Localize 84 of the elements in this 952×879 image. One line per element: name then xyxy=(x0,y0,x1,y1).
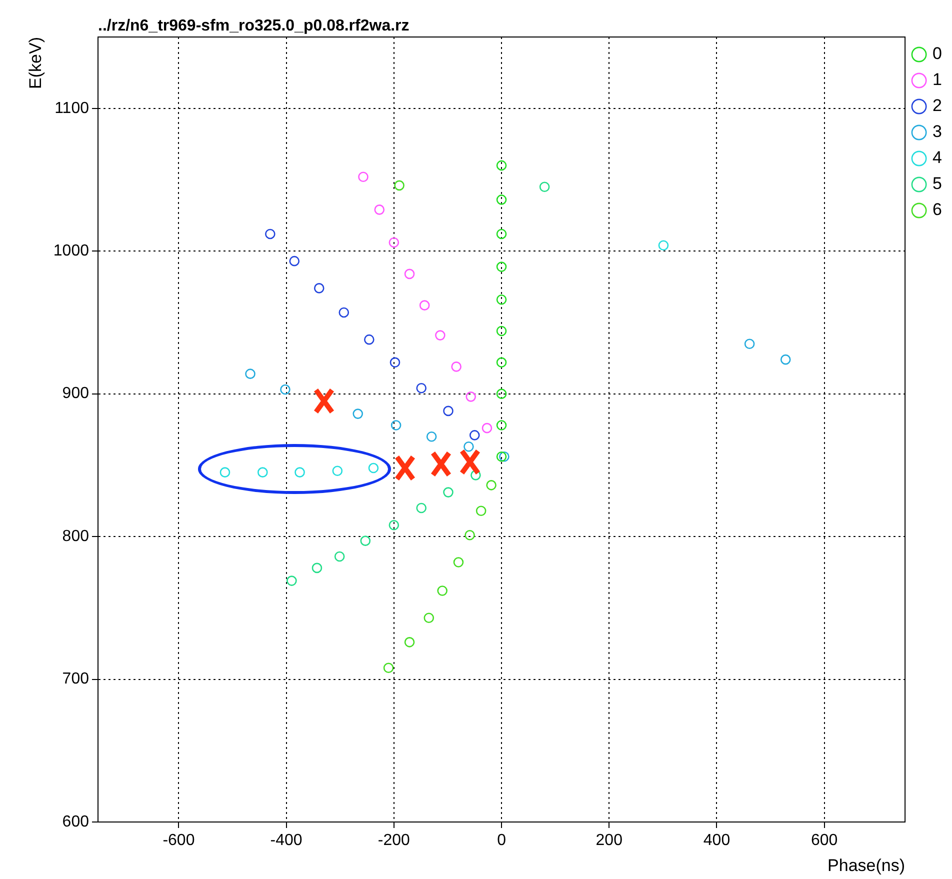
x-tick-label: -200 xyxy=(378,832,410,850)
point xyxy=(419,300,430,310)
point xyxy=(416,502,427,514)
point xyxy=(486,480,496,490)
point xyxy=(482,422,492,434)
point xyxy=(744,338,755,350)
legend-label: 6 xyxy=(932,200,942,220)
point xyxy=(294,467,305,478)
point xyxy=(539,182,550,192)
point xyxy=(368,462,379,474)
point xyxy=(352,408,364,419)
point xyxy=(426,431,437,442)
point xyxy=(496,294,507,305)
point xyxy=(496,228,507,240)
point xyxy=(466,392,476,402)
legend-label: 1 xyxy=(932,70,942,90)
point xyxy=(280,384,290,395)
y-tick-label: 800 xyxy=(62,528,90,545)
point xyxy=(496,420,507,430)
point xyxy=(435,330,446,340)
point xyxy=(388,520,400,530)
point xyxy=(358,172,368,182)
point xyxy=(332,466,343,476)
point xyxy=(496,388,507,399)
point xyxy=(404,268,415,280)
point xyxy=(424,612,434,624)
y-tick-label: 900 xyxy=(62,385,90,402)
x-tick-label: -600 xyxy=(162,832,195,850)
point xyxy=(374,204,385,215)
legend-label: 0 xyxy=(932,44,942,64)
point xyxy=(388,237,400,248)
point xyxy=(314,283,324,294)
point xyxy=(443,406,454,416)
x-tick-label: 0 xyxy=(497,832,506,850)
point xyxy=(265,228,276,240)
point xyxy=(338,307,350,318)
point xyxy=(469,430,480,440)
x-tick-label: 400 xyxy=(703,832,730,850)
y-axis-title: E(keV) xyxy=(26,37,46,89)
point xyxy=(334,551,345,562)
chart-title: ../rz/n6_tr969-sfm_ro325.0_p0.08.rf2wa.rz xyxy=(98,17,410,34)
point xyxy=(383,662,394,674)
legend-label: 2 xyxy=(932,96,942,116)
point xyxy=(289,256,300,266)
point xyxy=(780,354,791,365)
point xyxy=(404,637,415,648)
point xyxy=(496,357,507,368)
x-tick-label: -400 xyxy=(270,832,302,850)
point xyxy=(437,586,448,596)
point xyxy=(464,441,474,452)
y-tick-label: 1100 xyxy=(54,100,90,117)
point xyxy=(364,334,374,345)
point xyxy=(245,368,256,379)
point xyxy=(496,160,507,171)
point xyxy=(312,562,322,574)
point xyxy=(443,487,454,498)
point xyxy=(286,576,297,586)
point xyxy=(220,467,230,478)
x-tick-label: 200 xyxy=(596,832,623,850)
point xyxy=(476,506,486,516)
point xyxy=(496,194,507,205)
y-tick-label: 700 xyxy=(62,670,90,688)
point xyxy=(453,557,464,568)
point xyxy=(390,420,402,430)
point xyxy=(464,530,475,540)
x-axis-title: Phase(ns) xyxy=(828,856,906,876)
y-tick-label: 600 xyxy=(62,813,90,830)
legend-label: 3 xyxy=(932,122,942,142)
point xyxy=(394,180,404,191)
point xyxy=(360,536,371,546)
x-tick-label: 600 xyxy=(810,832,838,850)
point xyxy=(416,382,427,394)
legend-label: 4 xyxy=(932,148,942,168)
point xyxy=(496,326,507,336)
point xyxy=(499,451,510,462)
point xyxy=(451,362,462,372)
legend-label: 5 xyxy=(932,174,942,194)
point xyxy=(496,262,507,272)
point xyxy=(257,467,268,478)
point xyxy=(496,451,507,462)
point xyxy=(658,240,669,251)
point xyxy=(390,357,400,368)
point xyxy=(470,470,481,480)
y-tick-label: 1000 xyxy=(53,242,90,260)
